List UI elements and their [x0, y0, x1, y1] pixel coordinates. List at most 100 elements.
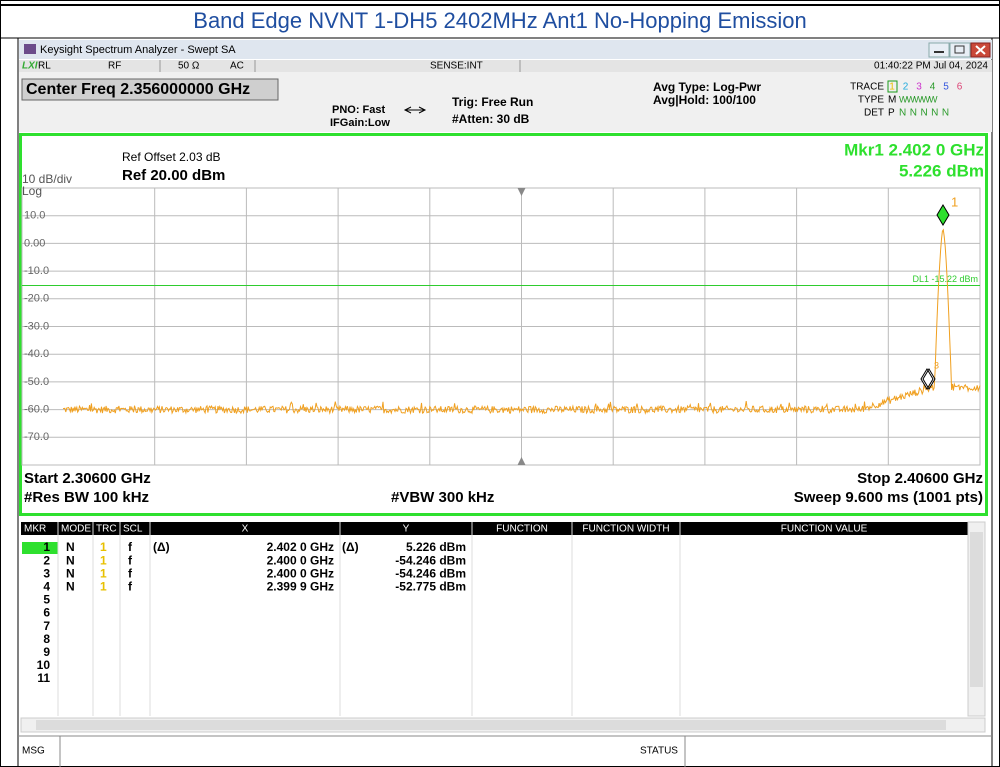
- status-rf: RF: [108, 61, 121, 72]
- table-cell-mkr[interactable]: 10: [37, 658, 51, 672]
- center-marker: [517, 188, 526, 196]
- close-icon: [975, 45, 986, 55]
- y-axis-label: 0.00: [24, 237, 45, 249]
- table-cell-mkr[interactable]: 7: [43, 619, 50, 633]
- avg-hold: Avg|Hold: 100/100: [653, 93, 756, 107]
- selected-marker-bg[interactable]: [22, 542, 58, 554]
- marker-level: 5.226 dBm: [899, 161, 984, 180]
- scrollbar-thumb[interactable]: [36, 720, 946, 730]
- marker-3-label: 3: [934, 360, 939, 370]
- table-header-cell: FUNCTION WIDTH: [582, 524, 669, 535]
- status-datetime: 01:40:22 PM Jul 04, 2024: [874, 61, 988, 72]
- status-line: [19, 60, 992, 72]
- table-cell-y: -54.246 dBm: [395, 566, 466, 580]
- status-label: STATUS: [640, 746, 678, 757]
- trace-number: 4: [930, 82, 936, 93]
- table-cell-y: -54.246 dBm: [395, 553, 466, 567]
- table-cell-x: 2.402 0 GHz: [267, 540, 334, 554]
- window-title: Keysight Spectrum Analyzer - Swept SA: [40, 44, 236, 56]
- status-impedance: 50 Ω: [178, 61, 200, 72]
- table-cell-scl: f: [128, 579, 133, 593]
- scale-type: Log: [22, 184, 42, 198]
- table-header-cell: TRC: [96, 524, 117, 535]
- restore-icon: [954, 45, 965, 54]
- trace-number: 5: [943, 82, 949, 93]
- center-marker: [517, 457, 526, 465]
- arrow-icon: [403, 106, 427, 114]
- scrollbar-thumb[interactable]: [970, 532, 983, 687]
- table-cell-y: 5.226 dBm: [406, 540, 466, 554]
- det-rest: NNNNN: [899, 108, 953, 119]
- scale: 10 dB/div: [22, 172, 72, 186]
- table-cell-scl: f: [128, 553, 133, 567]
- ifgain: IFGain:Low: [330, 117, 390, 129]
- table-cell-x-prefix: (Δ): [153, 540, 170, 554]
- lxi-logo: LXI: [22, 61, 38, 72]
- table-cell-mode: N: [66, 579, 75, 593]
- attenuation: #Atten: 30 dB: [452, 112, 530, 126]
- table-cell-scl: f: [128, 540, 133, 554]
- center-freq: Center Freq 2.356000000 GHz: [26, 81, 250, 98]
- trace-number: 2: [903, 82, 909, 93]
- status-coupling: AC: [230, 61, 244, 72]
- table-cell-trc: 1: [100, 566, 107, 580]
- table-cell-mkr[interactable]: 9: [43, 645, 50, 659]
- table-header-cell: MKR: [24, 524, 46, 535]
- table-cell-x: 2.400 0 GHz: [267, 553, 334, 567]
- status-rl: RL: [38, 61, 51, 72]
- table-header-cell: MODE: [61, 524, 91, 535]
- marker-1: [936, 204, 950, 226]
- type-label: TYPE: [858, 95, 884, 106]
- status-sense: SENSE:INT: [430, 61, 483, 72]
- table-header-cell: Y: [403, 524, 410, 535]
- table-cell-mkr[interactable]: 4: [43, 579, 50, 593]
- res-bw: #Res BW 100 kHz: [24, 489, 149, 506]
- y-axis-label: -70.0: [24, 431, 49, 443]
- y-axis-label: -50.0: [24, 376, 49, 388]
- table-header-cell: FUNCTION: [496, 524, 548, 535]
- marker-freq: Mkr1 2.402 0 GHz: [844, 140, 984, 159]
- table-cell-trc: 1: [100, 579, 107, 593]
- table-cell-mkr[interactable]: 3: [43, 566, 50, 580]
- y-axis-label: -60.0: [24, 404, 49, 416]
- plot: [21, 187, 981, 466]
- table-header-cell: FUNCTION VALUE: [781, 524, 868, 535]
- trigger: Trig: Free Run: [452, 95, 533, 109]
- table-header-bg: [21, 522, 968, 535]
- table-cell-mode: N: [66, 566, 75, 580]
- table-cell-mode: N: [66, 553, 75, 567]
- y-axis-label: -30.0: [24, 320, 49, 332]
- table-header-cell: SCL: [123, 524, 143, 535]
- marker-2: [920, 368, 934, 390]
- page-title: Band Edge NVNT 1-DH5 2402MHz Ant1 No-Hop…: [193, 8, 806, 33]
- y-axis-label: 10.0: [24, 210, 45, 222]
- ref-offset: Ref Offset 2.03 dB: [122, 150, 221, 164]
- table-cell-mkr[interactable]: 5: [43, 593, 50, 607]
- table-cell-mkr[interactable]: 8: [43, 632, 50, 646]
- table-cell-x: 2.400 0 GHz: [267, 566, 334, 580]
- table-cell-y-prefix: (Δ): [342, 540, 359, 554]
- table-cell-x: 2.399 9 GHz: [267, 579, 334, 593]
- table-cell-mkr[interactable]: 2: [43, 553, 50, 567]
- table-header-cell: X: [242, 524, 249, 535]
- window-titlebar: [19, 40, 992, 59]
- minimize-button[interactable]: [928, 42, 950, 58]
- ref-level: Ref 20.00 dBm: [122, 167, 225, 184]
- stop-freq: Stop 2.40600 GHz: [857, 470, 983, 487]
- restore-button[interactable]: [949, 42, 971, 58]
- y-axis-label: -20.0: [24, 293, 49, 305]
- table-cell-mkr[interactable]: 6: [43, 606, 50, 620]
- marker-3: [922, 368, 936, 390]
- display-line-label: DL1 -15.22 dBm: [912, 274, 978, 284]
- type-first: M: [888, 95, 896, 106]
- det-first: P: [888, 108, 895, 119]
- center-freq-box[interactable]: [21, 78, 279, 101]
- app-icon: [24, 44, 36, 54]
- table-cell-mkr[interactable]: 11: [37, 671, 50, 685]
- table-cell-mkr[interactable]: 1: [43, 540, 50, 554]
- marker-1-label: 1: [951, 194, 958, 209]
- msg-label: MSG: [22, 746, 45, 757]
- sweep: Sweep 9.600 ms (1001 pts): [794, 489, 983, 506]
- table-cell-mode: N: [66, 540, 75, 554]
